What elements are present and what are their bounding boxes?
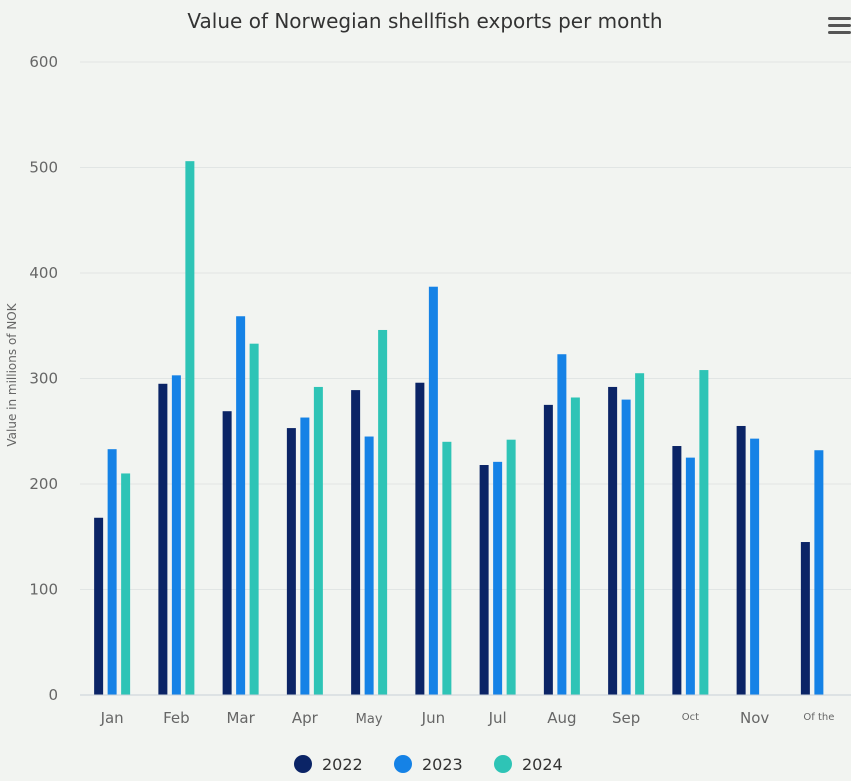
bar-2023-jan[interactable]	[107, 449, 117, 695]
bar-2024-oct[interactable]	[699, 370, 709, 695]
legend: 2022 2023 2024	[294, 755, 563, 774]
bar-2022-feb[interactable]	[158, 383, 168, 695]
bar-2023-feb[interactable]	[171, 375, 181, 695]
legend-item-2022[interactable]: 2022	[294, 755, 363, 774]
bar-2024-may[interactable]	[378, 329, 388, 695]
menu-button[interactable]	[826, 14, 851, 38]
bar-2024-apr[interactable]	[313, 386, 323, 695]
legend-marker	[394, 755, 412, 773]
y-tick-label: 500	[29, 159, 58, 177]
bars	[94, 161, 824, 696]
bar-2023-oct[interactable]	[685, 457, 695, 695]
bar-2023-jun[interactable]	[428, 286, 438, 695]
bar-2023-aug[interactable]	[557, 354, 567, 695]
bar-2024-mar[interactable]	[249, 343, 259, 695]
bar-2022-sep[interactable]	[608, 386, 618, 695]
bar-2023-jul[interactable]	[493, 461, 503, 695]
x-tick-label: Oct	[682, 712, 699, 723]
bar-2022-mar[interactable]	[222, 411, 232, 695]
bar-2024-jun[interactable]	[442, 441, 452, 695]
y-axis-label: Value in millions of NOK	[5, 302, 19, 446]
x-tick-label: Jul	[488, 709, 507, 727]
bar-2023-may[interactable]	[364, 436, 374, 695]
x-tick-label: Apr	[292, 709, 319, 727]
legend-marker	[494, 755, 512, 773]
x-tick-label: Aug	[547, 709, 576, 727]
chart-title: Value of Norwegian shellfish exports per…	[187, 9, 662, 33]
x-axis-ticks: Jan Feb Mar Apr May Jun Jul Aug Sep Oct Nov Of the	[100, 709, 835, 727]
bar-2023-sep[interactable]	[621, 399, 631, 695]
x-tick-label: Feb	[163, 709, 190, 727]
x-tick-label: Jan	[100, 709, 124, 727]
y-tick-label: 300	[29, 370, 58, 388]
y-tick-label: 200	[29, 475, 58, 493]
bar-2022-oct[interactable]	[672, 446, 682, 695]
grid	[80, 61, 851, 590]
bar-2024-sep[interactable]	[635, 373, 645, 695]
y-tick-label: 0	[48, 686, 58, 704]
legend-item-2023[interactable]: 2023	[394, 755, 463, 774]
y-tick-label: 400	[29, 264, 58, 282]
bar-2023-mar[interactable]	[236, 316, 246, 695]
bar-2022-apr[interactable]	[286, 428, 296, 695]
legend-marker	[294, 755, 312, 773]
legend-item-2024[interactable]: 2024	[494, 755, 563, 774]
y-tick-label: 100	[29, 581, 58, 599]
legend-label: 2022	[322, 755, 363, 774]
bar-2022-nov[interactable]	[736, 425, 746, 695]
bar-2024-jan[interactable]	[121, 473, 131, 695]
y-tick-label: 600	[29, 53, 58, 71]
bar-2024-aug[interactable]	[570, 397, 580, 695]
x-tick-label: Nov	[740, 709, 769, 727]
bar-2022-may[interactable]	[351, 390, 361, 695]
x-tick-label: Mar	[226, 709, 255, 727]
bar-2023-nov[interactable]	[750, 438, 760, 695]
bar-2024-feb[interactable]	[185, 161, 195, 696]
x-tick-label: Jun	[421, 709, 445, 727]
bar-2022-jul[interactable]	[479, 465, 489, 695]
x-tick-label: Sep	[612, 709, 640, 727]
bar-2022-aug[interactable]	[543, 404, 553, 695]
bar-2022-jun[interactable]	[415, 382, 425, 695]
legend-label: 2024	[522, 755, 563, 774]
legend-label: 2023	[422, 755, 463, 774]
bar-2024-jul[interactable]	[506, 439, 516, 695]
bar-2022-jan[interactable]	[94, 517, 104, 695]
bar-2023-of-the[interactable]	[814, 450, 824, 695]
hamburger-menu-icon	[828, 17, 851, 34]
x-tick-label: Of the	[803, 712, 834, 723]
y-axis-ticks: 0 100 200 300 400 500 600	[29, 53, 58, 704]
bar-2022-of-the[interactable]	[800, 542, 810, 695]
bar-2023-apr[interactable]	[300, 417, 310, 695]
x-tick-label: May	[356, 712, 383, 727]
